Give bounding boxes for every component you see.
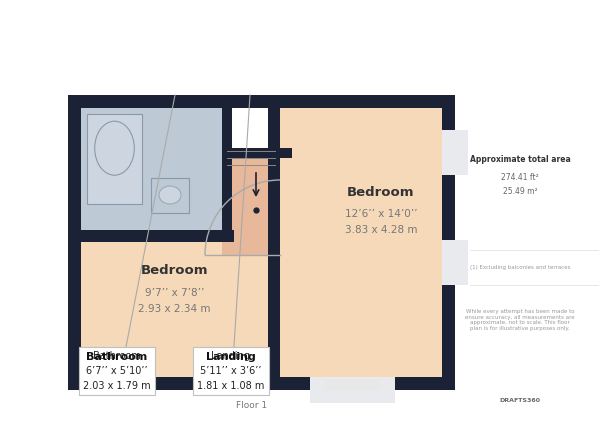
Bar bbox=[81, 108, 222, 230]
Bar bbox=[222, 108, 232, 230]
Bar bbox=[222, 148, 292, 158]
Bar bbox=[222, 148, 280, 255]
Text: Bathroom: Bathroom bbox=[86, 352, 148, 362]
Bar bbox=[442, 130, 468, 175]
Bar bbox=[280, 108, 442, 377]
Text: 12’6’’ x 14’0’’: 12’6’’ x 14’0’’ bbox=[345, 209, 417, 219]
Text: Bedroom: Bedroom bbox=[347, 186, 415, 199]
Text: 274.41 ft²: 274.41 ft² bbox=[501, 173, 539, 182]
Ellipse shape bbox=[95, 121, 134, 175]
Bar bbox=[151, 178, 189, 213]
Text: Bedroom: Bedroom bbox=[141, 264, 208, 277]
Text: 3.83 x 4.28 m: 3.83 x 4.28 m bbox=[345, 225, 417, 235]
Text: 9’7’’ x 7’8’’: 9’7’’ x 7’8’’ bbox=[145, 288, 204, 298]
Text: While every attempt has been made to
ensure accuracy, all measurements are
appro: While every attempt has been made to ens… bbox=[465, 309, 575, 331]
Bar bbox=[310, 377, 395, 403]
Text: Floor 1: Floor 1 bbox=[236, 402, 268, 410]
Bar bbox=[222, 108, 280, 148]
Bar bbox=[81, 230, 268, 377]
Text: (1) Excluding balconies and terraces: (1) Excluding balconies and terraces bbox=[470, 265, 570, 271]
Text: Landing
5’11’’ x 3’6’’
1.81 x 1.08 m: Landing 5’11’’ x 3’6’’ 1.81 x 1.08 m bbox=[197, 351, 265, 391]
Bar bbox=[268, 108, 280, 377]
Bar bbox=[87, 114, 142, 204]
Text: Bathroom
6’7’’ x 5’10’’
2.03 x 1.79 m: Bathroom 6’7’’ x 5’10’’ 2.03 x 1.79 m bbox=[83, 351, 151, 391]
Text: 2.93 x 2.34 m: 2.93 x 2.34 m bbox=[138, 304, 211, 314]
Bar bbox=[442, 240, 468, 285]
Text: DRAFTS360: DRAFTS360 bbox=[499, 398, 541, 402]
Ellipse shape bbox=[159, 186, 181, 204]
Text: 25.49 m²: 25.49 m² bbox=[503, 187, 538, 196]
Bar bbox=[325, 379, 380, 390]
Text: Landing: Landing bbox=[206, 352, 256, 362]
Bar bbox=[68, 95, 455, 390]
Text: Approximate total area: Approximate total area bbox=[470, 156, 571, 165]
Bar bbox=[81, 230, 234, 242]
